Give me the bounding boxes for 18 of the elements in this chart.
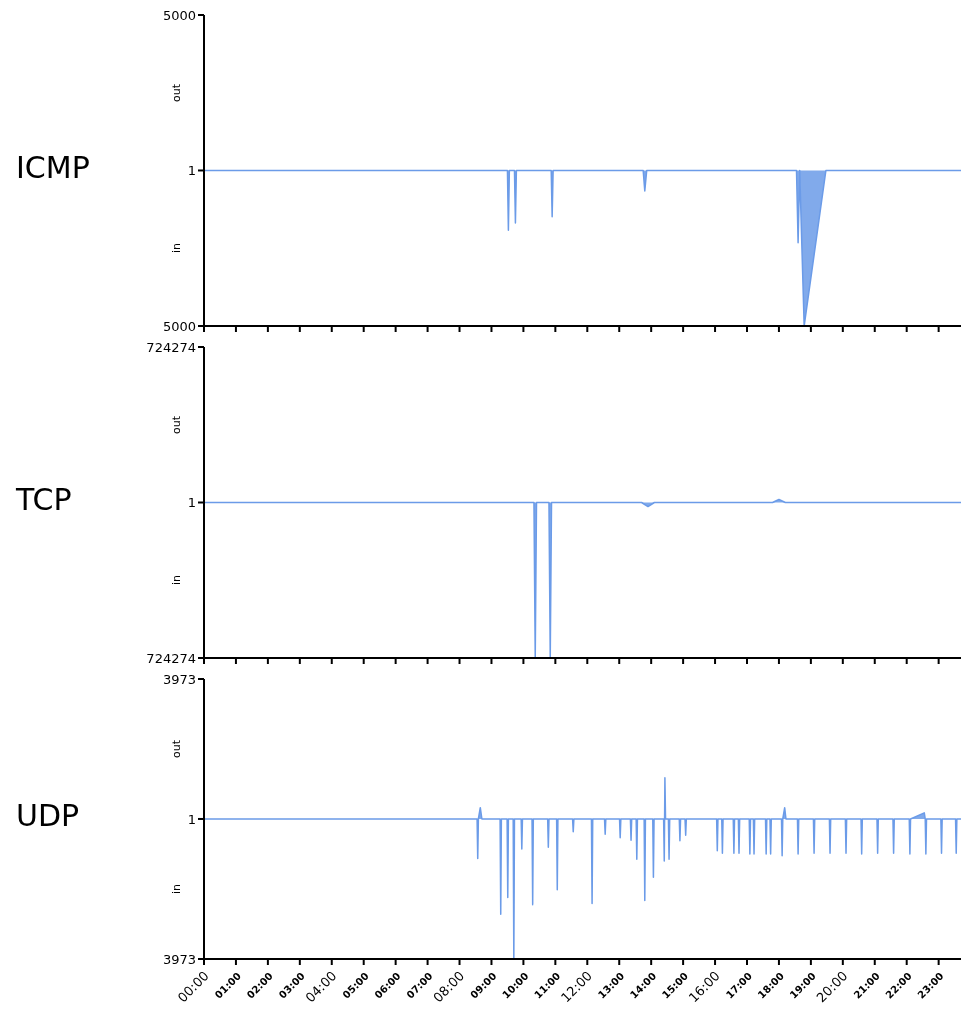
y-tick-label: 724274 <box>146 650 196 666</box>
y-tick-label: 724274 <box>146 339 196 355</box>
text: out <box>169 739 183 759</box>
y-tick-label: 1 <box>187 163 196 179</box>
text: out <box>169 83 183 102</box>
text: out <box>169 415 183 434</box>
text: in <box>169 575 183 586</box>
text: TCP <box>16 480 73 519</box>
text: UDP <box>16 797 81 835</box>
text: in <box>169 883 183 895</box>
y-tick-label: 5000 <box>162 318 196 334</box>
text: ICMP <box>16 148 91 187</box>
y-tick-label: 5000 <box>162 7 196 23</box>
text: in <box>169 243 183 254</box>
y-tick-label: 1 <box>187 811 196 827</box>
y-tick-label: 1 <box>187 495 196 511</box>
y-tick-label: 3973 <box>162 671 196 687</box>
y-tick-label: 3973 <box>162 951 196 967</box>
